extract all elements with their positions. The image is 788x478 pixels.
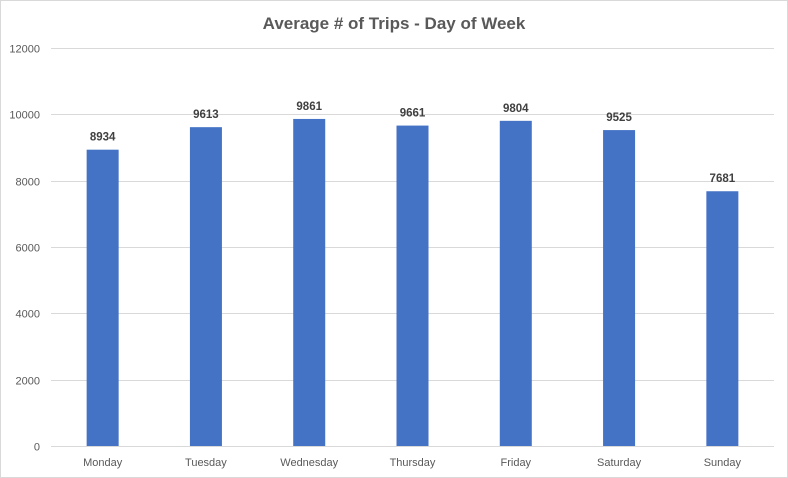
y-tick-label: 8000	[16, 177, 40, 189]
data-label-sunday: 7681	[710, 173, 736, 185]
y-tick-label: 4000	[16, 309, 40, 321]
bar-sunday	[706, 191, 739, 446]
x-tick-label-tuesday: Tuesday	[185, 457, 227, 469]
y-tick-label: 10000	[9, 110, 40, 122]
bar-saturday	[603, 130, 636, 446]
y-tick-label: 0	[34, 442, 40, 454]
data-label-monday: 8934	[90, 132, 116, 144]
bar-thursday	[396, 125, 429, 446]
data-labels: 8934 9613 9861 9661 9804 9525 7681	[90, 101, 736, 185]
y-tick-label: 12000	[9, 44, 40, 56]
x-tick-label-thursday: Thursday	[390, 457, 436, 469]
bars	[86, 118, 739, 447]
bar-friday	[499, 120, 532, 447]
y-tick-label: 2000	[16, 376, 40, 388]
chart-title: Average # of Trips - Day of Week	[263, 14, 526, 33]
data-label-friday: 9804	[503, 103, 529, 115]
data-label-wednesday: 9861	[296, 101, 322, 113]
bar-tuesday	[189, 127, 222, 447]
y-axis-ticks: 0 2000 4000 6000 8000 10000 12000	[9, 44, 40, 454]
bar-monday	[86, 149, 119, 446]
x-tick-label-friday: Friday	[501, 457, 532, 469]
x-tick-label-monday: Monday	[83, 457, 123, 469]
x-tick-label-saturday: Saturday	[597, 457, 642, 469]
x-tick-label-wednesday: Wednesday	[280, 457, 338, 469]
y-tick-label: 6000	[16, 243, 40, 255]
data-label-thursday: 9661	[400, 108, 426, 120]
x-axis-ticks: Monday Tuesday Wednesday Thursday Friday Satu…	[83, 457, 741, 469]
bar-wednesday	[293, 118, 326, 447]
x-tick-label-sunday: Sunday	[704, 457, 742, 469]
data-label-saturday: 9525	[606, 112, 632, 124]
data-label-tuesday: 9613	[193, 109, 219, 121]
